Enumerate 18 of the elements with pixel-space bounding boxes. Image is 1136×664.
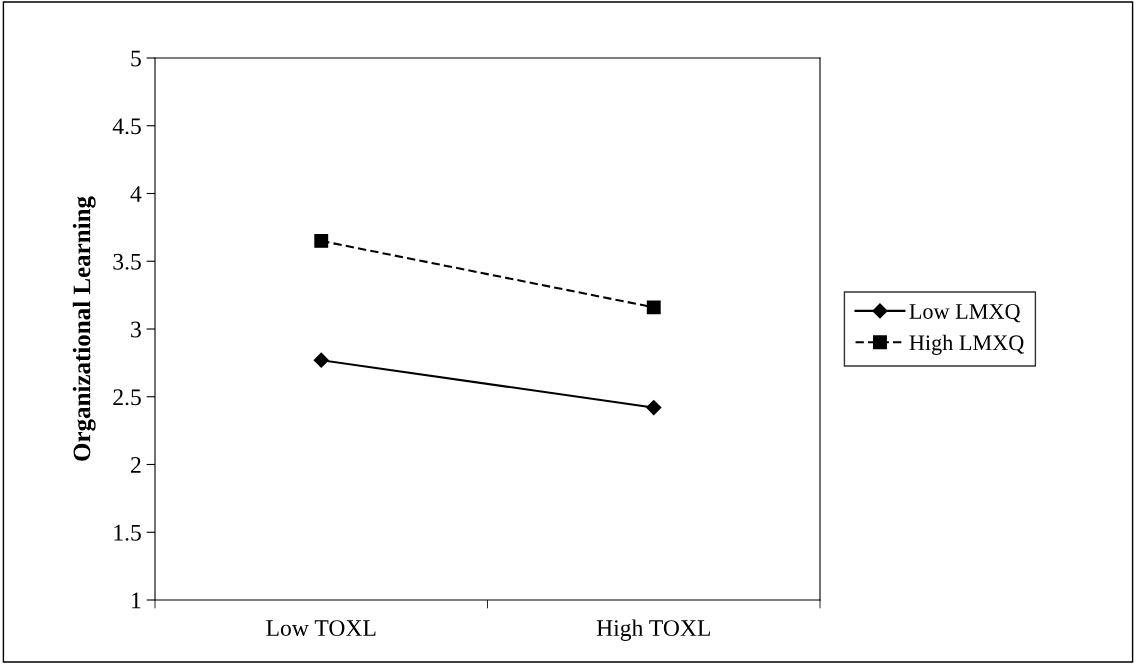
y-tick-label: 1 (132, 592, 141, 609)
y-tick-label: 2.5 (113, 389, 141, 406)
x-tick-label: Low TOXL (266, 620, 376, 637)
y-tick-label: 3 (131, 321, 141, 338)
y-tick-label: 4.5 (112, 118, 141, 135)
point (646, 400, 662, 416)
point (313, 352, 329, 368)
legend-label: Low LMXQ (909, 303, 1021, 323)
y-tick-label: 3.5 (113, 253, 141, 270)
y-tick-label: 2 (131, 457, 141, 473)
legend-label: High LMXQ (909, 334, 1024, 355)
y-tick-label: 4 (130, 186, 142, 202)
point (314, 233, 329, 248)
y-axis-title: Organizational Learning (72, 196, 96, 461)
point (646, 300, 661, 315)
y-tick-label: 1.5 (114, 524, 141, 541)
x-tick-label: High TOXL (596, 619, 710, 641)
y-tick-label: 5 (131, 50, 141, 67)
